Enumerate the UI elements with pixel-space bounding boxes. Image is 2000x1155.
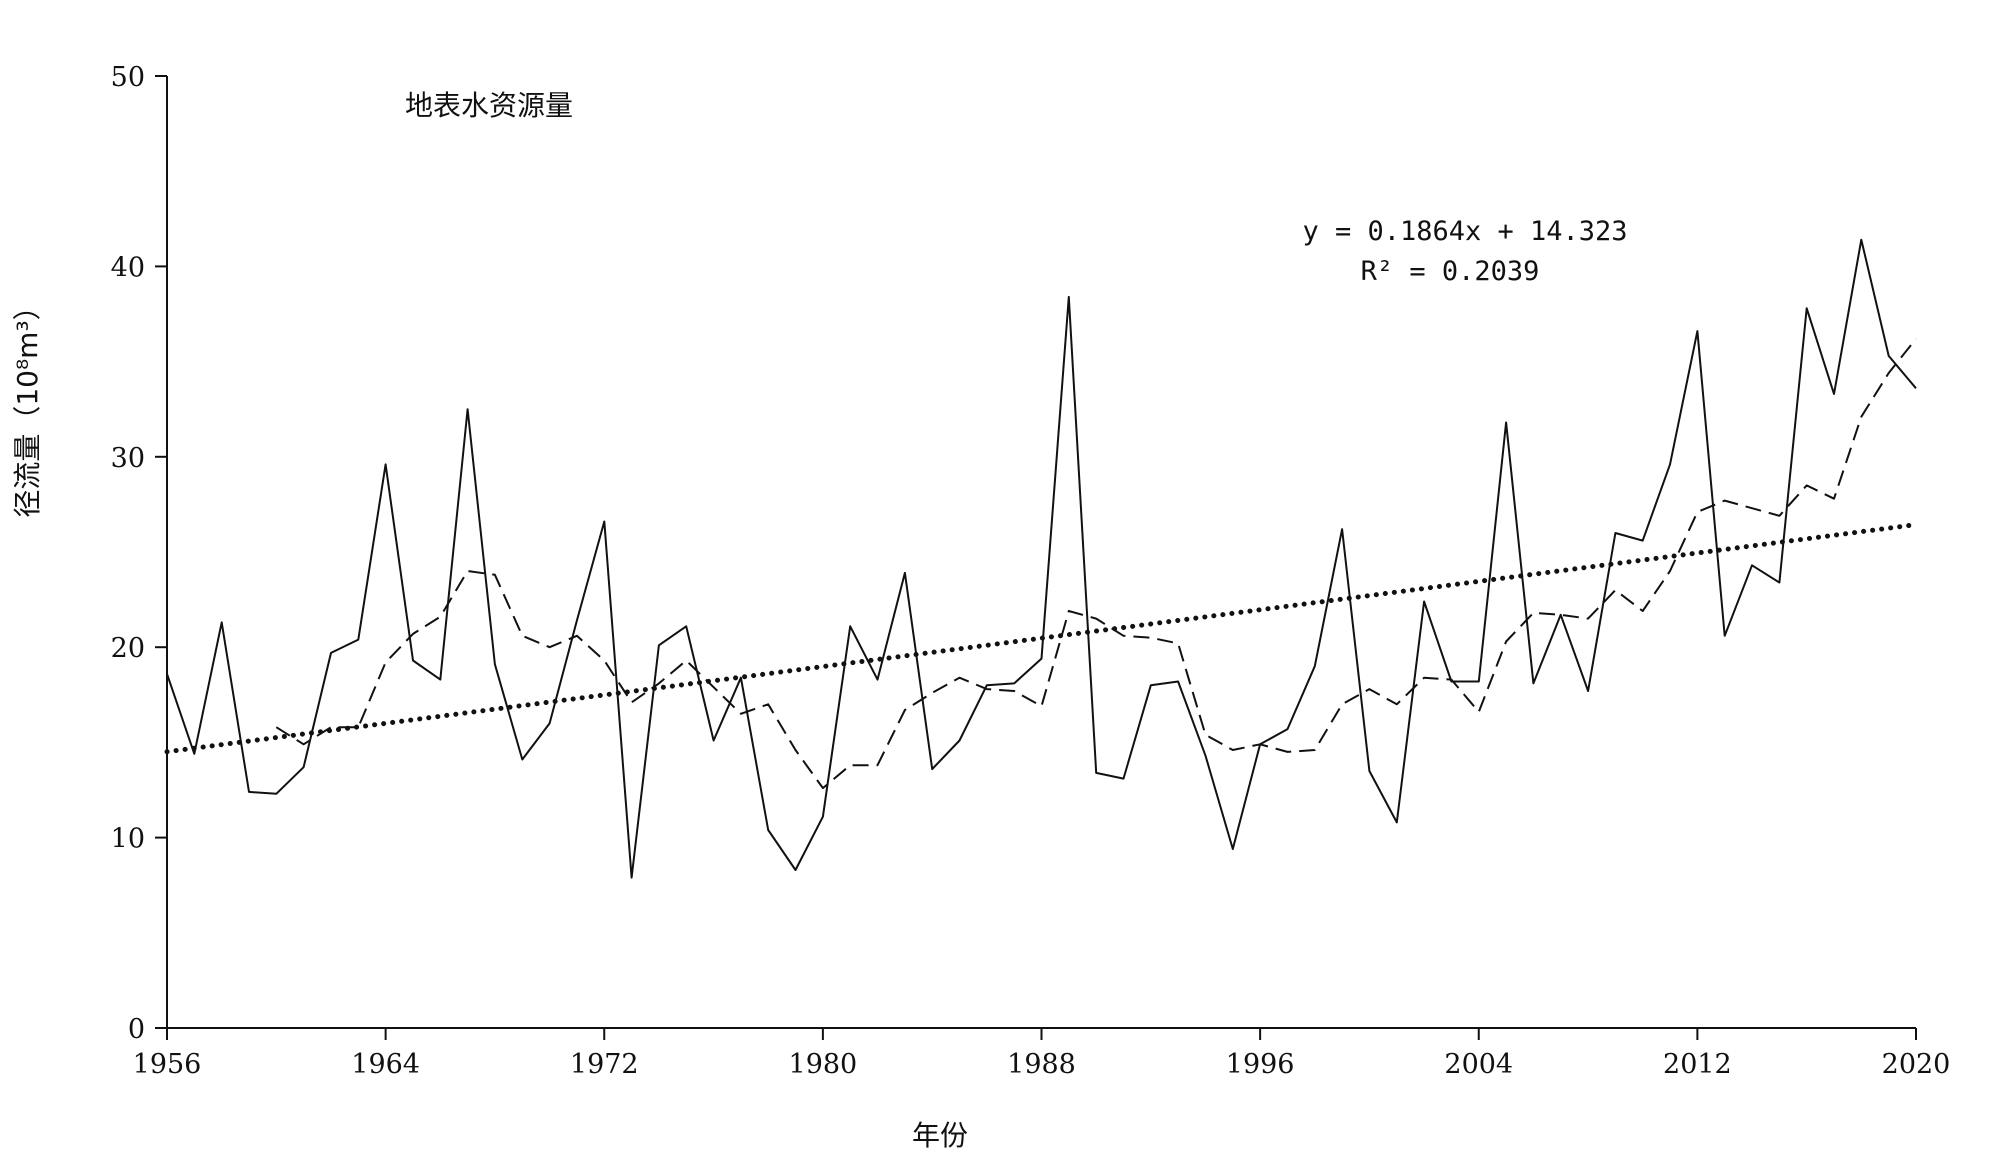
x-tick-label: 1980 <box>789 1049 858 1080</box>
linear-trend-line <box>164 522 1919 755</box>
y-tick-label: 0 <box>128 1014 145 1045</box>
x-ticks: 1956 1964 1972 1980 1988 1996 2004 2012 2020 <box>133 1028 1951 1080</box>
x-tick-label: 2012 <box>1663 1049 1732 1080</box>
y-axis-title: 径流量（10⁸m³） <box>11 292 44 517</box>
plot-area <box>164 238 1919 879</box>
x-tick-label: 2020 <box>1882 1049 1951 1080</box>
regression-equation: y = 0.1864x + 14.323 <box>1302 216 1627 247</box>
y-tick-label: 10 <box>111 824 145 855</box>
r-squared: R² = 0.2039 <box>1361 256 1540 287</box>
x-tick-label: 1964 <box>351 1049 420 1080</box>
chart-title: 地表水资源量 <box>405 89 573 122</box>
x-tick-label: 1996 <box>1226 1049 1295 1080</box>
y-ticks: 0 10 20 30 40 50 <box>111 62 167 1045</box>
x-tick-label: 2004 <box>1444 1049 1513 1080</box>
x-tick-label: 1956 <box>133 1049 202 1080</box>
y-tick-label: 40 <box>111 252 145 283</box>
y-tick-label: 30 <box>111 443 145 474</box>
x-tick-label: 1972 <box>570 1049 639 1080</box>
moving-average-line <box>275 338 1917 790</box>
axes <box>166 76 1916 1029</box>
x-axis-title: 年份 <box>912 1119 968 1152</box>
runoff-series-line <box>166 238 1917 879</box>
y-tick-label: 20 <box>111 633 145 664</box>
x-tick-label: 1988 <box>1007 1049 1076 1080</box>
y-tick-label: 50 <box>111 62 145 93</box>
